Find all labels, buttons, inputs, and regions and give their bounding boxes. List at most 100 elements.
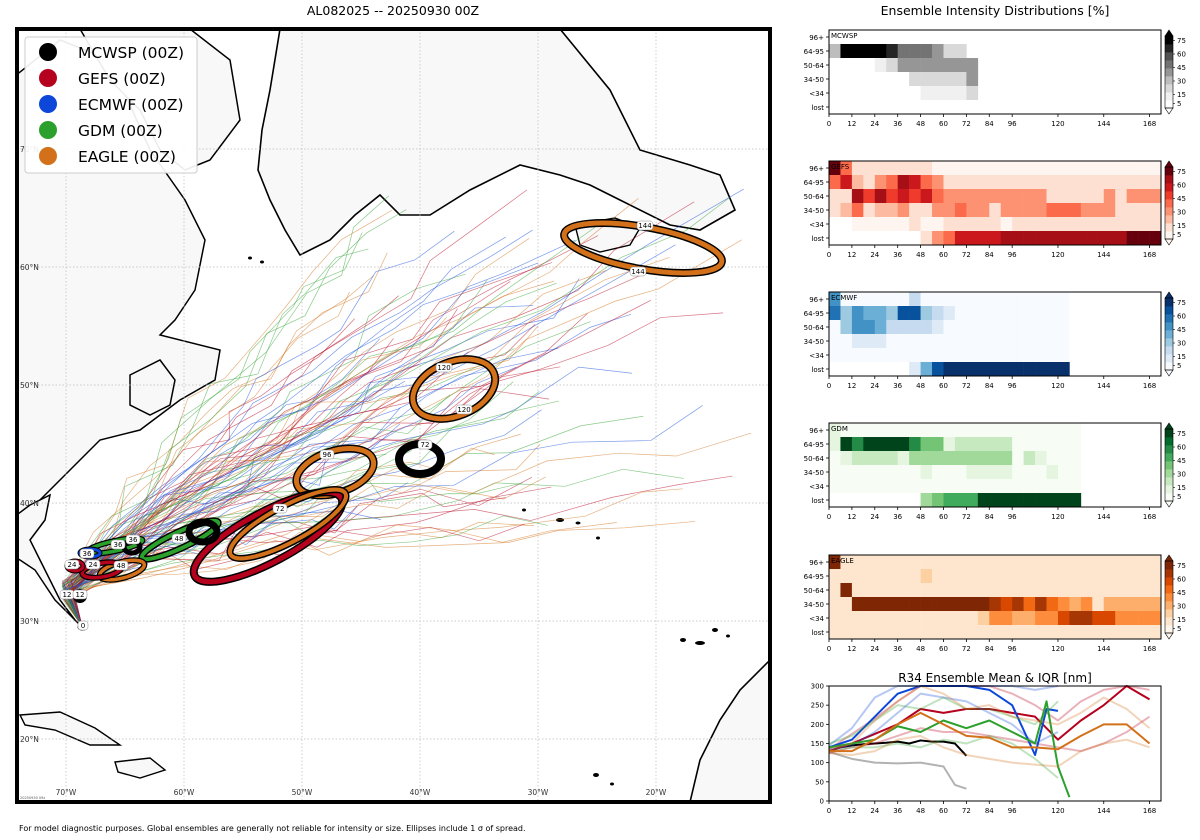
heatmap-x-label: 24 [870,382,879,390]
heatmap-x-label: 12 [847,513,856,521]
heatmap-cell [874,611,887,625]
heatmap-cell [1092,625,1105,639]
heatmap-cell [1080,597,1093,611]
legend-label-eagle: EAGLE (00Z) [78,148,176,166]
heatmap-cell [1149,217,1162,231]
heatmap-cell [1023,423,1036,437]
ellipse-label-text: 72 [276,505,285,513]
heatmap-x-label: 0 [827,513,831,521]
heatmap-cell [897,451,910,465]
heatmap-cell [920,292,933,306]
heatmap-cell [954,362,967,376]
legend-label-ecmwf: ECMWF (00Z) [78,96,184,114]
heatmap-cell [954,189,967,203]
heatmap-cell [920,362,933,376]
heatmap-x-label: 168 [1143,120,1156,128]
heatmap-cell [874,161,887,175]
heatmap-cell [851,292,864,306]
land-newfoundland [129,359,176,416]
heatmap-x-label: 168 [1143,251,1156,259]
line-series [829,711,1151,753]
heatmap-cell [909,203,921,217]
heatmap-cell [989,423,1002,437]
heatmap-cell [897,465,910,479]
heatmap-cell [863,161,876,175]
heatmap-x-label: 120 [1051,645,1064,653]
heatmap-cell [932,161,944,175]
heatmap-cell [1057,320,1070,334]
heatmap-cell [1000,161,1013,175]
heatmap-cell [909,625,921,639]
heatmap-cell [1092,217,1105,231]
heatmap-cell [943,597,956,611]
heatmap-cell [1092,175,1105,189]
heatmap-cell [1149,569,1162,583]
heatmap-cell [1035,555,1047,569]
heatmap-cell [874,189,887,203]
colorbar-swatch [1165,585,1173,594]
heatmap-cell [1012,334,1024,348]
land-hispaniola [114,757,167,779]
heatmap-cell [886,320,898,334]
heatmap-cell [1012,451,1024,465]
heatmap-cell [1103,161,1116,175]
heatmap-cell [1046,479,1059,493]
heatmap-cell [1000,625,1013,639]
heatmap-cell [909,292,921,306]
line-chart-y-label: 0 [820,798,824,806]
land-cuba [18,711,123,746]
heatmap-cell [920,611,933,625]
heatmap-cell [1046,465,1059,479]
heatmap-cell [840,334,853,348]
line-chart-x-label: 72 [962,807,971,815]
heatmap-cell [1023,348,1036,362]
heatmap-cell [909,479,921,493]
heatmap-cell [966,292,979,306]
heatmap-cell [1023,292,1036,306]
lon-label: 20°W [646,788,667,797]
heatmap-cell [1000,292,1013,306]
heatmap-cell [932,231,944,245]
heatmap-cell [851,555,864,569]
heatmap-cell [874,597,887,611]
heatmap-cell [954,203,967,217]
heatmap-cell [920,465,933,479]
heatmap-cell [932,597,944,611]
heatmap-cell [886,423,898,437]
ellipse-label: 48 [171,533,187,544]
heatmap-cell [1126,175,1139,189]
ellipse-mcwsp-48 [185,518,221,546]
line-chart-y-label: 200 [811,721,824,729]
heatmap-cell [920,217,933,231]
heatmap-cell [1149,583,1162,597]
heatmap-y-label: 64-95 [804,573,824,581]
heatmap-model-label: GDM [831,425,848,433]
colorbar-swatch [1165,485,1173,494]
heatmap-cell [943,423,956,437]
colorbar-tick-label: 15 [1177,91,1186,99]
colorbar-swatch [1165,593,1173,602]
heatmap-cell [897,334,910,348]
heatmap-cell [1046,292,1059,306]
heatmap-cell [1000,555,1013,569]
lat-label: 60°N [20,263,39,272]
heatmap-cell [989,362,1002,376]
heatmap-y-label: 96+ [809,165,824,173]
heatmap-cell [840,437,853,451]
heatmap-y-label: 96+ [809,296,824,304]
lon-labels: 70°W 60°W 50°W 40°W 30°W 20°W [56,788,667,797]
heatmap-cell [1046,423,1059,437]
heatmap-cell [909,189,921,203]
heatmap-cell [1115,569,1127,583]
heatmap-cell [989,175,1002,189]
heatmap-cell [1000,493,1013,507]
heatmap-cell [989,320,1002,334]
line-series [828,750,967,790]
heatmap-x-label: 36 [893,645,902,653]
heatmap-cell [1012,306,1024,320]
ellipse-label-text: 12 [63,591,72,599]
heatmap-cell [1057,479,1070,493]
heatmap-cell [954,175,967,189]
